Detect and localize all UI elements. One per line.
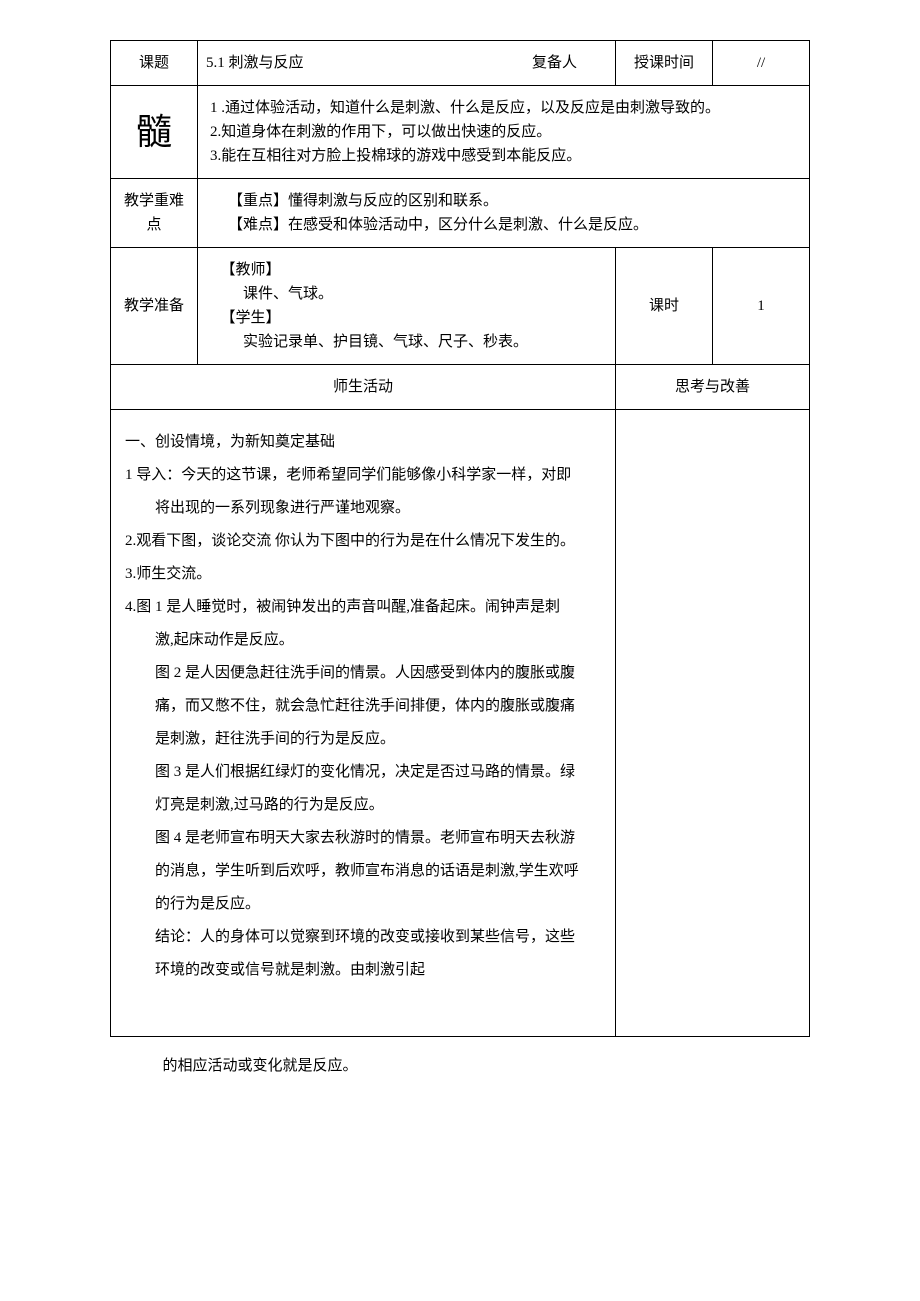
keypoint-zh-text: 懂得刺激与反应的区别和联系。 bbox=[288, 193, 498, 209]
activity-right-header: 思考与改善 bbox=[616, 365, 810, 410]
replanner-label: 复备人 bbox=[532, 51, 607, 75]
topic-value-cell: 5.1 刺激与反应 复备人 bbox=[198, 41, 616, 86]
p1b: 将出现的一系列现象进行严谨地观察。 bbox=[125, 492, 601, 525]
prep-content: 【教师】 课件、气球。 【学生】 实验记录单、护目镜、气球、尺子、秒表。 bbox=[198, 248, 616, 365]
p5a: 图 2 是人因便急赶往洗手间的情景。人因感受到体内的腹胀或腹 bbox=[125, 657, 601, 690]
keypoint-zh-label: 【重点】 bbox=[228, 193, 288, 209]
goal-line-3: 3.能在互相往对方脸上投棉球的游戏中感受到本能反应。 bbox=[210, 144, 801, 168]
topic-label: 课题 bbox=[111, 41, 198, 86]
keypoints-label: 教学重难点 bbox=[111, 179, 198, 248]
prep-label: 教学准备 bbox=[111, 248, 198, 365]
p5c: 是刺激，赶往洗手间的行为是反应。 bbox=[125, 723, 601, 756]
p1a: 1 导入：今天的这节课，老师希望同学们能够像小科学家一样，对即 bbox=[125, 459, 601, 492]
keypoint-nd-text: 在感受和体验活动中，区分什么是刺激、什么是反应。 bbox=[288, 217, 648, 233]
period-value: 1 bbox=[713, 248, 810, 365]
period-label: 课时 bbox=[616, 248, 713, 365]
p7c: 的行为是反应。 bbox=[125, 888, 601, 921]
prep-teacher-text: 课件、气球。 bbox=[221, 282, 608, 306]
lesson-plan-table: 课题 5.1 刺激与反应 复备人 授课时间 // 髓 1 .通过体验活动，知道什… bbox=[110, 40, 810, 1037]
section-title: 一、创设情境，为新知奠定基础 bbox=[125, 426, 601, 459]
prep-student-hdr: 【学生】 bbox=[221, 306, 608, 330]
goal-label: 髓 bbox=[111, 86, 198, 179]
goal-line-1: 1 .通过体验活动，知道什么是刺激、什么是反应，以及反应是由刺激导致的。 bbox=[210, 96, 801, 120]
p8b: 环境的改变或信号就是刺激。由刺激引起 bbox=[125, 954, 601, 987]
time-label: 授课时间 bbox=[616, 41, 713, 86]
p6a: 图 3 是人们根据红绿灯的变化情况，决定是否过马路的情景。绿 bbox=[125, 756, 601, 789]
prep-teacher-hdr: 【教师】 bbox=[221, 258, 608, 282]
p3: 3.师生交流。 bbox=[125, 558, 601, 591]
p2: 2.观看下图，谈论交流 你认为下图中的行为是在什么情况下发生的。 bbox=[125, 525, 601, 558]
activity-left-header: 师生活动 bbox=[111, 365, 616, 410]
p4a: 4.图 1 是人睡觉时，被闹钟发出的声音叫醒,准备起床。闹钟声是刺 bbox=[125, 591, 601, 624]
activity-content: 一、创设情境，为新知奠定基础 1 导入：今天的这节课，老师希望同学们能够像小科学… bbox=[111, 410, 616, 1037]
goal-line-2: 2.知道身体在刺激的作用下，可以做出快速的反应。 bbox=[210, 120, 801, 144]
time-value: // bbox=[713, 41, 810, 86]
p8a: 结论：人的身体可以觉察到环境的改变或接收到某些信号，这些 bbox=[125, 921, 601, 954]
p7a: 图 4 是老师宣布明天大家去秋游时的情景。老师宣布明天去秋游 bbox=[125, 822, 601, 855]
goal-content: 1 .通过体验活动，知道什么是刺激、什么是反应，以及反应是由刺激导致的。 2.知… bbox=[198, 86, 810, 179]
keypoint-nd-label: 【难点】 bbox=[228, 217, 288, 233]
keypoints-content: 【重点】懂得刺激与反应的区别和联系。 【难点】在感受和体验活动中，区分什么是刺激… bbox=[198, 179, 810, 248]
p5b: 痛，而又憋不住，就会急忙赶往洗手间排便，体内的腹胀或腹痛 bbox=[125, 690, 601, 723]
prep-student-text: 实验记录单、护目镜、气球、尺子、秒表。 bbox=[221, 330, 608, 354]
p6b: 灯亮是刺激,过马路的行为是反应。 bbox=[125, 789, 601, 822]
topic-value: 5.1 刺激与反应 bbox=[206, 51, 304, 75]
p4b: 激,起床动作是反应。 bbox=[125, 624, 601, 657]
activity-notes bbox=[616, 410, 810, 1037]
footer-text: 的相应活动或变化就是反应。 bbox=[110, 1051, 810, 1081]
p7b: 的消息，学生听到后欢呼，教师宣布消息的话语是刺激,学生欢呼 bbox=[125, 855, 601, 888]
